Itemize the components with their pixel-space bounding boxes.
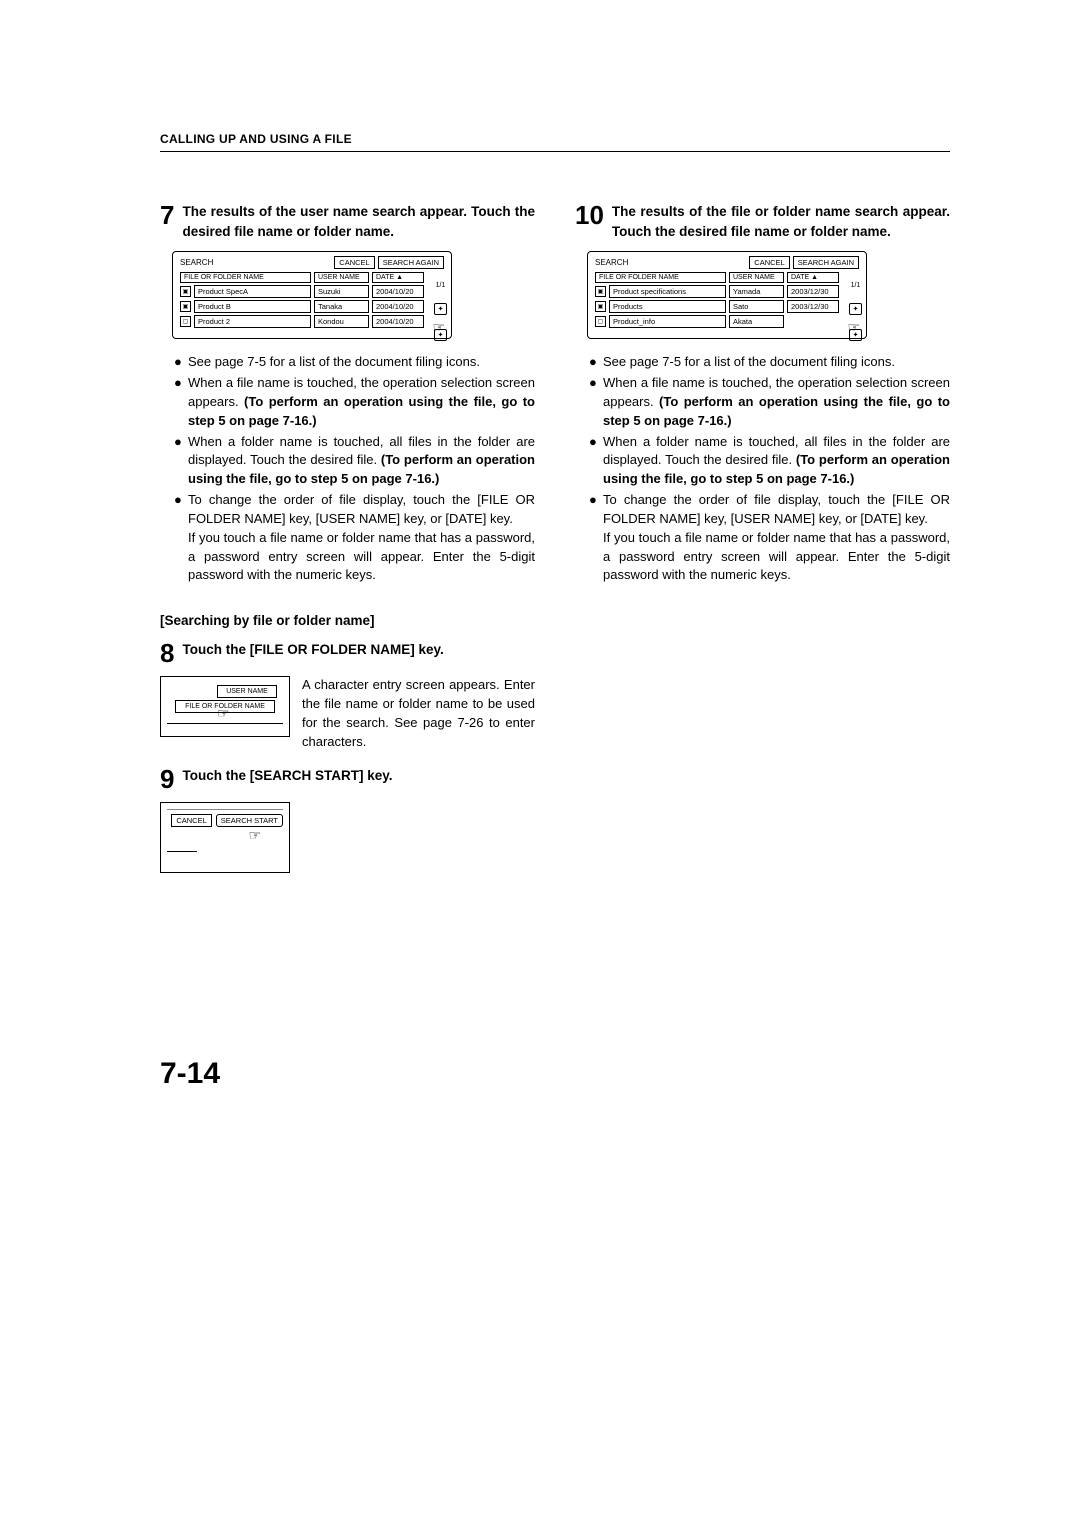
result-rows: ▣ Product SpecA Suzuki 2004/10/20 ▣ Prod… — [178, 285, 446, 328]
user-name-button[interactable]: USER NAME — [217, 685, 277, 698]
col-date-button[interactable]: DATE ▲ — [787, 272, 839, 283]
page-indicator: 1/1 — [851, 282, 861, 289]
step7-notes: ●See page 7-5 for a list of the document… — [174, 353, 535, 585]
file-name: Product B — [194, 300, 311, 313]
user-name: Suzuki — [314, 285, 369, 298]
subsection-heading: [Searching by file or folder name] — [160, 613, 535, 628]
user-name: Kondou — [314, 315, 369, 328]
cancel-button[interactable]: CANCEL — [334, 256, 374, 269]
file-date: 2004/10/20 — [372, 300, 424, 313]
file-name: Products — [609, 300, 726, 313]
panel-label: SEARCH — [180, 258, 213, 267]
col-file-button[interactable]: FILE OR FOLDER NAME — [595, 272, 726, 283]
step-9: 9 Touch the [SEARCH START] key. — [160, 766, 535, 792]
col-file-button[interactable]: FILE OR FOLDER NAME — [180, 272, 311, 283]
col-user-button[interactable]: USER NAME — [314, 272, 369, 283]
cancel-button[interactable]: CANCEL — [171, 814, 211, 827]
step-7: 7 The results of the user name search ap… — [160, 202, 535, 241]
step-number: 10 — [575, 202, 604, 228]
file-name: Product 2 — [194, 315, 311, 328]
search-start-panel: CANCEL SEARCH START ☞ — [160, 802, 290, 873]
search-results-panel: SEARCH CANCEL SEARCH AGAIN FILE OR FOLDE… — [587, 251, 867, 339]
search-again-button[interactable]: SEARCH AGAIN — [793, 256, 859, 269]
pointer-icon: ☞ — [847, 319, 860, 336]
search-results-panel: SEARCH CANCEL SEARCH AGAIN FILE OR FOLDE… — [172, 251, 452, 339]
col-user-button[interactable]: USER NAME — [729, 272, 784, 283]
file-name: Product SpecA — [194, 285, 311, 298]
scroll-up-button[interactable]: ✦ — [434, 303, 447, 315]
step-number: 7 — [160, 202, 174, 228]
file-date: 2003/12/30 — [787, 285, 839, 298]
step-number: 9 — [160, 766, 174, 792]
file-date: 2003/12/30 — [787, 300, 839, 313]
step-title: The results of the file or folder name s… — [612, 202, 950, 241]
section-header: CALLING UP AND USING A FILE — [160, 132, 352, 146]
pointer-icon: ☞ — [217, 705, 230, 722]
folder-icon: ▢ — [595, 316, 606, 327]
file-date: 2004/10/20 — [372, 315, 424, 328]
file-icon: ▣ — [180, 286, 191, 297]
step-title: Touch the [SEARCH START] key. — [182, 766, 392, 786]
pointer-icon: ☞ — [432, 319, 445, 336]
table-row[interactable]: ▢ Product 2 Kondou 2004/10/20 — [178, 315, 424, 328]
folder-icon: ▢ — [180, 316, 191, 327]
name-entry-panel: USER NAME FILE OR FOLDER NAME ☞ — [160, 676, 290, 737]
file-name: Product_info — [609, 315, 726, 328]
step-title: Touch the [FILE OR FOLDER NAME] key. — [182, 640, 443, 660]
search-start-button[interactable]: SEARCH START — [216, 814, 283, 827]
page-number: 7-14 — [160, 1057, 950, 1091]
step8-description: A character entry screen appears. Enter … — [302, 676, 535, 751]
file-name: Product specifications — [609, 285, 726, 298]
user-name: Sato — [729, 300, 784, 313]
file-date: 2004/10/20 — [372, 285, 424, 298]
file-icon: ▣ — [180, 301, 191, 312]
file-date — [787, 321, 839, 323]
user-name: Tanaka — [314, 300, 369, 313]
table-row[interactable]: ▣ Products Sato 2003/12/30 — [593, 300, 839, 313]
file-icon: ▣ — [595, 301, 606, 312]
step-8: 8 Touch the [FILE OR FOLDER NAME] key. — [160, 640, 535, 666]
table-row[interactable]: ▢ Product_info Akata — [593, 315, 839, 328]
scroll-up-button[interactable]: ✦ — [849, 303, 862, 315]
table-row[interactable]: ▣ Product specifications Yamada 2003/12/… — [593, 285, 839, 298]
search-again-button[interactable]: SEARCH AGAIN — [378, 256, 444, 269]
step-10: 10 The results of the file or folder nam… — [575, 202, 950, 241]
page-indicator: 1/1 — [436, 282, 446, 289]
user-name: Yamada — [729, 285, 784, 298]
table-row[interactable]: ▣ Product B Tanaka 2004/10/20 — [178, 300, 424, 313]
step-number: 8 — [160, 640, 174, 666]
step10-notes: ●See page 7-5 for a list of the document… — [589, 353, 950, 585]
cancel-button[interactable]: CANCEL — [749, 256, 789, 269]
pointer-icon: ☞ — [248, 827, 261, 844]
user-name: Akata — [729, 315, 784, 328]
file-icon: ▣ — [595, 286, 606, 297]
table-row[interactable]: ▣ Product SpecA Suzuki 2004/10/20 — [178, 285, 424, 298]
panel-label: SEARCH — [595, 258, 628, 267]
col-date-button[interactable]: DATE ▲ — [372, 272, 424, 283]
result-rows: ▣ Product specifications Yamada 2003/12/… — [593, 285, 861, 328]
step-title: The results of the user name search appe… — [182, 202, 535, 241]
